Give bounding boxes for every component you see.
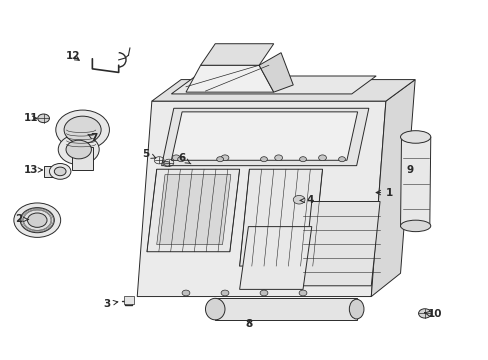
Polygon shape	[185, 65, 273, 92]
Text: 5: 5	[142, 149, 155, 159]
Polygon shape	[147, 169, 239, 252]
Ellipse shape	[400, 220, 430, 231]
Circle shape	[338, 157, 345, 162]
Text: 11: 11	[23, 113, 38, 123]
Circle shape	[299, 290, 306, 296]
Text: 9: 9	[406, 165, 413, 175]
Circle shape	[293, 195, 305, 204]
Circle shape	[14, 203, 61, 237]
Circle shape	[66, 140, 91, 159]
Circle shape	[163, 161, 169, 166]
Circle shape	[177, 157, 184, 162]
Circle shape	[38, 114, 49, 123]
Text: 8: 8	[245, 319, 252, 329]
Polygon shape	[171, 112, 357, 160]
Polygon shape	[239, 226, 311, 289]
Polygon shape	[303, 202, 379, 286]
Ellipse shape	[205, 298, 224, 320]
Polygon shape	[239, 169, 322, 266]
Text: 7: 7	[88, 133, 98, 143]
Circle shape	[27, 213, 47, 227]
Polygon shape	[137, 101, 385, 297]
Circle shape	[260, 290, 267, 296]
Text: 10: 10	[424, 310, 441, 319]
Circle shape	[221, 290, 228, 296]
FancyBboxPatch shape	[43, 166, 61, 177]
Polygon shape	[152, 80, 414, 101]
Text: 13: 13	[23, 165, 42, 175]
Polygon shape	[161, 108, 368, 166]
FancyBboxPatch shape	[124, 296, 134, 304]
Circle shape	[54, 167, 66, 176]
Circle shape	[274, 155, 282, 161]
Text: 6: 6	[178, 153, 190, 164]
Polygon shape	[157, 175, 230, 244]
Ellipse shape	[348, 299, 363, 319]
Text: 1: 1	[375, 188, 393, 198]
Text: 4: 4	[300, 195, 313, 206]
Circle shape	[318, 155, 326, 161]
Polygon shape	[215, 298, 356, 320]
Circle shape	[20, 208, 54, 233]
Polygon shape	[200, 44, 273, 65]
Circle shape	[64, 116, 101, 143]
Circle shape	[299, 157, 306, 162]
Text: 3: 3	[103, 299, 118, 309]
Circle shape	[49, 163, 71, 179]
Text: 12: 12	[65, 51, 80, 61]
Polygon shape	[370, 80, 414, 297]
Circle shape	[182, 290, 189, 296]
Polygon shape	[171, 76, 375, 94]
Polygon shape	[259, 53, 293, 92]
Circle shape	[172, 155, 180, 161]
Circle shape	[58, 134, 99, 165]
Circle shape	[221, 155, 228, 161]
Polygon shape	[400, 137, 430, 226]
Ellipse shape	[400, 131, 430, 143]
FancyBboxPatch shape	[72, 147, 93, 170]
Circle shape	[260, 157, 267, 162]
Circle shape	[216, 157, 223, 162]
Circle shape	[56, 110, 109, 149]
Circle shape	[418, 309, 430, 318]
Text: 2: 2	[16, 215, 28, 224]
